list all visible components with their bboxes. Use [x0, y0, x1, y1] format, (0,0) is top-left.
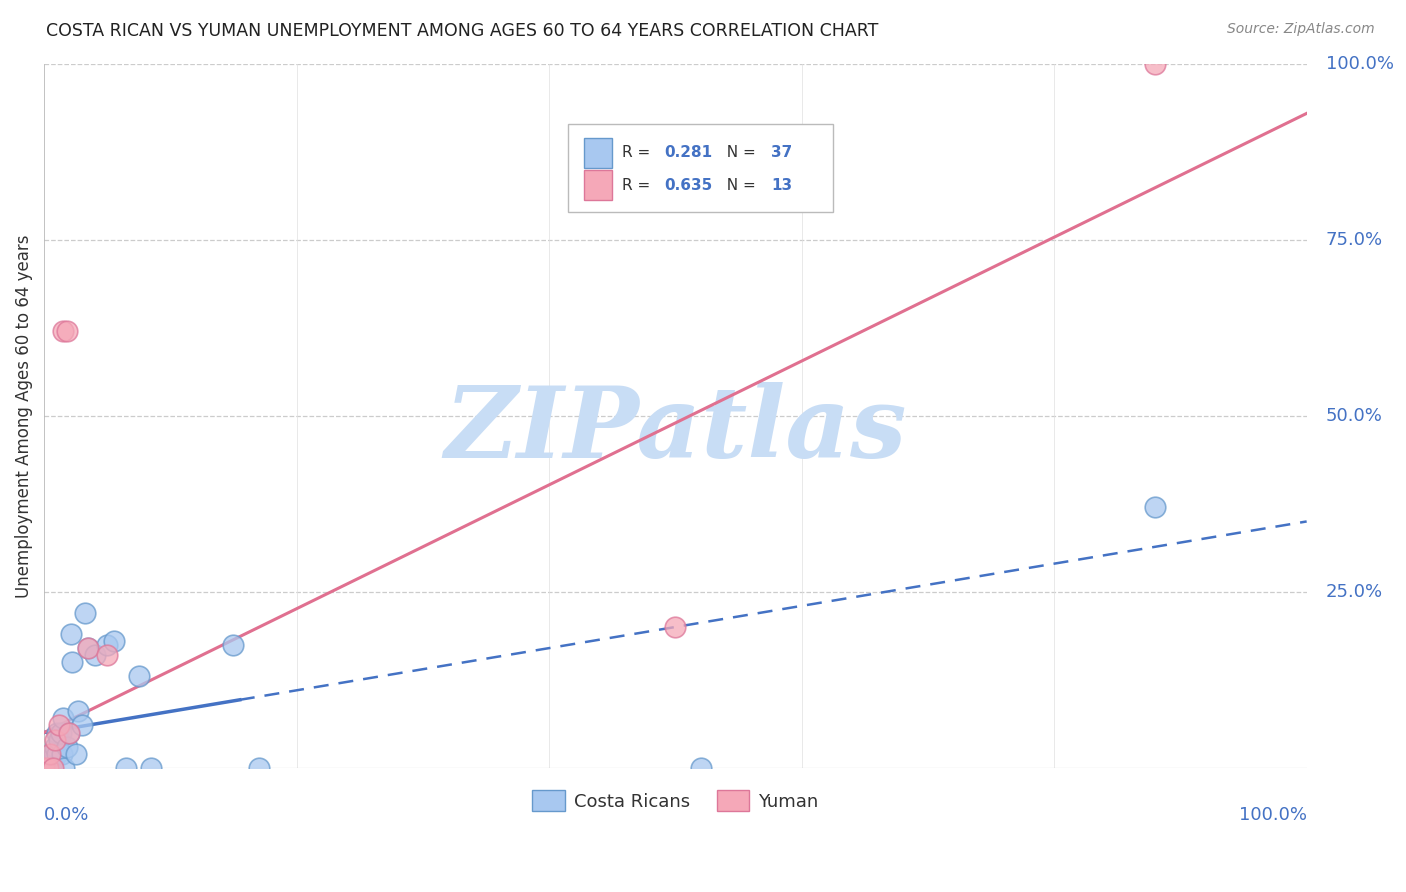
- Point: [52, 325, 75, 339]
- Point: [45, 725, 67, 739]
- Point: [1144, 57, 1167, 71]
- Point: [56, 739, 79, 754]
- Point: [58, 725, 80, 739]
- Point: [115, 761, 138, 775]
- Point: [53, 761, 76, 775]
- Point: [141, 761, 163, 775]
- Point: [689, 761, 711, 775]
- Point: [42, 761, 65, 775]
- Point: [77, 641, 100, 656]
- Text: 37: 37: [772, 145, 793, 161]
- Point: [65, 747, 87, 761]
- Point: [128, 669, 150, 683]
- Text: Source: ZipAtlas.com: Source: ZipAtlas.com: [1227, 22, 1375, 37]
- Point: [56, 325, 79, 339]
- FancyBboxPatch shape: [568, 124, 834, 212]
- Point: [39, 754, 62, 768]
- Point: [41, 761, 63, 775]
- Text: 0.635: 0.635: [664, 178, 713, 193]
- Point: [44, 747, 66, 761]
- Point: [32, 761, 55, 775]
- Bar: [585, 170, 612, 200]
- Point: [70, 718, 93, 732]
- Text: 100.0%: 100.0%: [1326, 55, 1393, 73]
- Point: [48, 718, 70, 732]
- Point: [38, 761, 60, 775]
- Point: [664, 620, 686, 634]
- Text: 100.0%: 100.0%: [1239, 806, 1306, 824]
- Point: [52, 711, 75, 725]
- Text: COSTA RICAN VS YUMAN UNEMPLOYMENT AMONG AGES 60 TO 64 YEARS CORRELATION CHART: COSTA RICAN VS YUMAN UNEMPLOYMENT AMONG …: [46, 22, 879, 40]
- Text: 50.0%: 50.0%: [1326, 407, 1382, 425]
- Point: [59, 627, 82, 641]
- Text: 25.0%: 25.0%: [1326, 582, 1382, 601]
- Point: [45, 747, 67, 761]
- Point: [44, 739, 66, 754]
- Y-axis label: Unemployment Among Ages 60 to 64 years: Unemployment Among Ages 60 to 64 years: [15, 235, 32, 598]
- Point: [35, 761, 58, 775]
- Point: [37, 761, 59, 775]
- Point: [60, 655, 83, 669]
- Point: [42, 754, 65, 768]
- Text: 75.0%: 75.0%: [1326, 231, 1382, 249]
- Point: [222, 638, 245, 652]
- Point: [247, 761, 270, 775]
- Point: [67, 705, 90, 719]
- Point: [1144, 500, 1167, 515]
- Point: [44, 732, 66, 747]
- Point: [32, 761, 55, 775]
- Point: [58, 725, 80, 739]
- Point: [51, 747, 73, 761]
- Point: [73, 606, 96, 620]
- Point: [83, 648, 105, 662]
- Point: [39, 747, 62, 761]
- Point: [96, 648, 118, 662]
- Point: [49, 725, 72, 739]
- Text: N =: N =: [717, 178, 761, 193]
- Point: [103, 634, 125, 648]
- Text: N =: N =: [717, 145, 761, 161]
- Point: [48, 732, 70, 747]
- Point: [96, 638, 118, 652]
- Text: R =: R =: [623, 145, 655, 161]
- Point: [37, 761, 59, 775]
- Text: 13: 13: [772, 178, 793, 193]
- Text: ZIPatlas: ZIPatlas: [444, 382, 907, 478]
- Bar: [585, 138, 612, 168]
- Point: [34, 761, 56, 775]
- Point: [77, 641, 100, 656]
- Text: 0.281: 0.281: [664, 145, 713, 161]
- Text: 0.0%: 0.0%: [44, 806, 90, 824]
- Legend: Costa Ricans, Yuman: Costa Ricans, Yuman: [524, 783, 825, 819]
- Point: [39, 761, 62, 775]
- Text: R =: R =: [623, 178, 655, 193]
